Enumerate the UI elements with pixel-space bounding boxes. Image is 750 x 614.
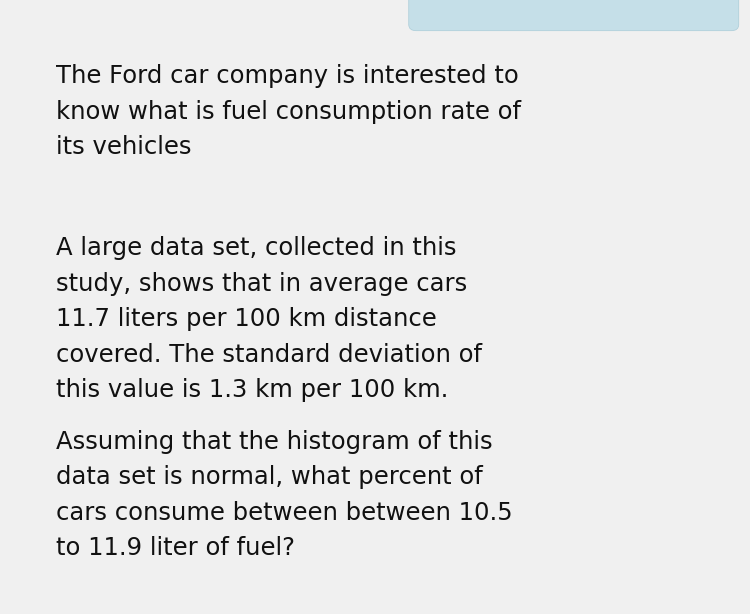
Text: A large data set, collected in this
study, shows that in average cars
11.7 liter: A large data set, collected in this stud… bbox=[56, 236, 482, 402]
FancyBboxPatch shape bbox=[409, 0, 739, 31]
Text: The Ford car company is interested to
know what is fuel consumption rate of
its : The Ford car company is interested to kn… bbox=[56, 64, 521, 159]
Text: Assuming that the histogram of this
data set is normal, what percent of
cars con: Assuming that the histogram of this data… bbox=[56, 430, 513, 560]
